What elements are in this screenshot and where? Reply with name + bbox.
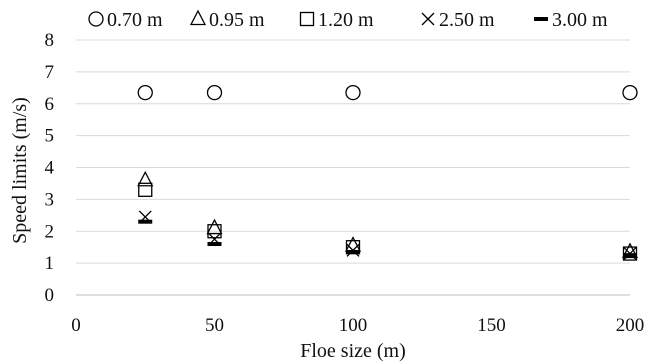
legend-item: 3.00 m (534, 9, 608, 31)
y-tick-label: 1 (45, 253, 55, 274)
y-tick-label: 3 (45, 189, 55, 210)
series-circle (137, 84, 638, 101)
data-point (345, 84, 361, 101)
x-tick-label: 200 (616, 315, 645, 336)
data-point (138, 182, 153, 197)
legend-marker-triangle (189, 9, 207, 26)
data-point (622, 84, 638, 101)
legend-item: 2.50 m (421, 9, 495, 31)
legend: 0.70 m 0.95 m 1.20 m 2.50 m 3.00 m (88, 9, 608, 31)
legend-marker-x (421, 12, 435, 26)
y-axis-title: Speed limits (m/s) (9, 97, 31, 244)
series-x (138, 210, 637, 261)
data-point (344, 236, 362, 252)
legend-label: 0.95 m (209, 9, 265, 31)
x-axis-title: Floe size (m) (300, 340, 406, 362)
x-tick-label: 150 (477, 315, 506, 336)
legend-marker-circle (88, 11, 104, 27)
legend-item: 1.20 m (299, 9, 374, 31)
x-tick-label: 50 (205, 315, 224, 336)
x-tick-labels: 0 50 100 150 200 (71, 315, 644, 336)
legend-label: 3.00 m (552, 9, 608, 31)
series-dash (138, 219, 637, 258)
data-point (206, 84, 223, 101)
x-tick-label: 100 (339, 315, 368, 336)
y-tick-label: 4 (45, 158, 55, 179)
y-tick-label: 2 (45, 221, 55, 242)
data-point (137, 84, 153, 101)
legend-label: 0.70 m (107, 9, 163, 31)
y-tick-label: 6 (45, 94, 55, 115)
y-tick-label: 7 (45, 62, 55, 83)
data-point (206, 218, 223, 235)
legend-marker-square (299, 11, 315, 27)
x-tick-label: 0 (71, 315, 81, 336)
legend-item: 0.95 m (189, 9, 265, 31)
legend-label: 1.20 m (318, 9, 374, 31)
data-point (137, 170, 154, 187)
y-tick-label: 8 (45, 30, 55, 51)
y-tick-labels: 0 1 2 3 4 5 6 7 8 (45, 30, 55, 306)
y-tick-label: 0 (45, 285, 55, 306)
legend-label: 2.50 m (439, 9, 495, 31)
data-points (137, 84, 639, 261)
y-tick-label: 5 (45, 126, 55, 147)
legend-item: 0.70 m (88, 9, 163, 31)
data-point (207, 224, 222, 239)
gridlines (76, 39, 630, 264)
